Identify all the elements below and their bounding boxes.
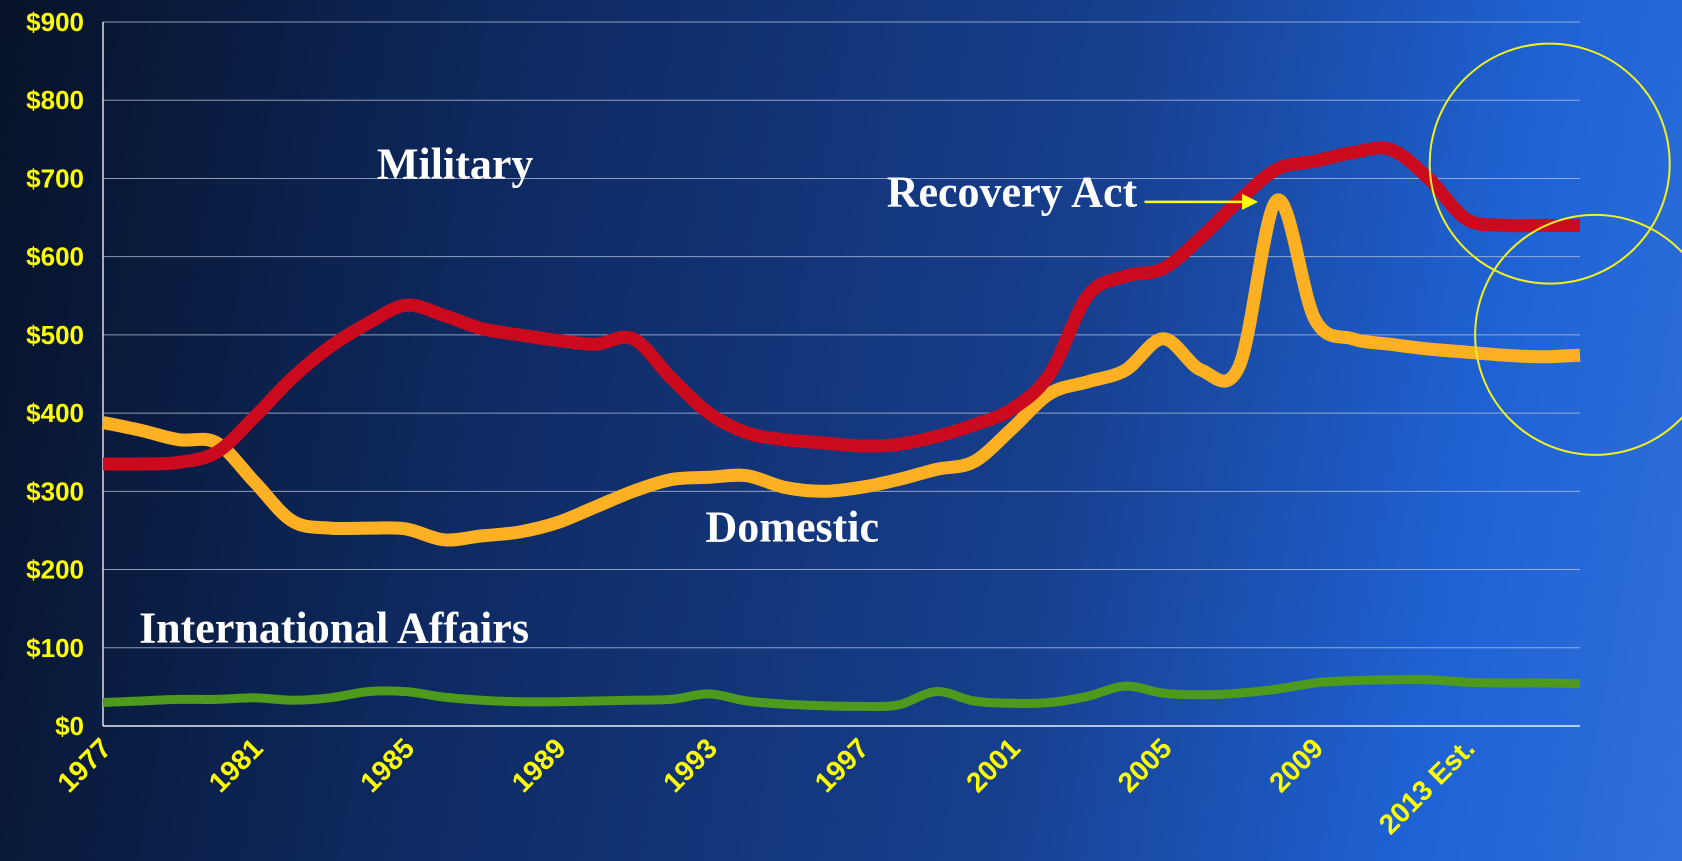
series-line-military [102, 141, 1580, 471]
y-tick-label: $700 [26, 163, 84, 193]
y-tick-label: $200 [26, 555, 84, 585]
y-tick-label: $0 [55, 711, 84, 741]
y-tick-label: $300 [26, 476, 84, 506]
series-line-international-affairs [102, 675, 1581, 712]
x-tick-label: 2013 Est. [1373, 732, 1481, 840]
series-line-domestic [101, 193, 1581, 547]
x-axis-ticks: 1977 1981 1985 1989 1993 1997 2001 2005 2009 2013… [51, 732, 1480, 840]
y-tick-label: $600 [26, 242, 84, 272]
y-tick-label: $100 [26, 633, 84, 663]
annotation-military: Military [377, 139, 533, 188]
annotation-recovery-act: Recovery Act [887, 168, 1138, 217]
x-tick-label: 1977 [51, 732, 117, 798]
x-tick-label: 1997 [809, 732, 875, 798]
highlights [1144, 42, 1682, 456]
x-tick-label: 2001 [960, 732, 1026, 798]
y-tick-label: $400 [26, 398, 84, 428]
annotation-international-affairs: International Affairs [139, 603, 529, 652]
y-axis-ticks: $0 $100 $200 $300 $400 $500 $600 $700 $800 $900 [26, 7, 84, 741]
highlight-circle-1 [1428, 42, 1671, 285]
annotation-domestic: Domestic [706, 502, 880, 551]
y-tick-label: $900 [26, 7, 84, 37]
x-tick-label: 2005 [1112, 732, 1178, 798]
series-lines [101, 141, 1581, 712]
arrow-head [1242, 193, 1259, 210]
x-tick-label: 1993 [657, 732, 723, 798]
x-tick-label: 1985 [354, 732, 420, 798]
y-tick-label: $500 [26, 320, 84, 350]
x-tick-label: 1981 [203, 732, 269, 798]
x-tick-label: 1989 [506, 732, 572, 798]
x-tick-label: 2009 [1263, 732, 1329, 798]
highlight-circle-2 [1474, 213, 1682, 456]
annotations: Military Recovery Act Domestic Internationa… [139, 139, 1137, 652]
y-tick-label: $800 [26, 85, 84, 115]
